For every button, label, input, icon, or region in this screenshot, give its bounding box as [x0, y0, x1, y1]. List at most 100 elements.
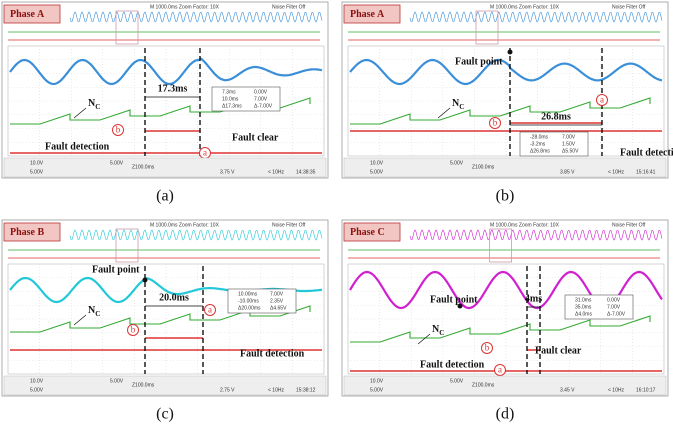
status-value: 3.45 V [560, 387, 575, 393]
status-value: 5.00V [370, 387, 384, 393]
marker-letter: a [203, 148, 207, 158]
fault-point-label: Fault point [455, 56, 503, 67]
caption: (b) [496, 188, 515, 205]
phase-label: Phase A [350, 9, 385, 20]
readout-value: Δ20.00ms [238, 305, 261, 311]
status-value: 16:10:17 [636, 387, 656, 393]
readout-value: -3.2ms [530, 141, 546, 147]
scope-panel: M 1000.0ms Zoom Factor: 10X Noise Filter … [342, 2, 673, 205]
top-info: M 1000.0ms Zoom Factor: 10X [150, 222, 220, 228]
marker-letter: b [485, 343, 490, 353]
readout-value: Δ4.65V [270, 305, 287, 311]
readout-value: 1.50V [562, 141, 576, 147]
fault-clear-label: Fault clear [232, 132, 279, 143]
phase-label: Phase A [10, 9, 45, 20]
nc-sub: C [95, 103, 100, 111]
readout-value: 2.35V [270, 298, 284, 304]
status-value: 15:16:41 [636, 169, 656, 175]
nc-sub: C [439, 329, 444, 337]
interval-label: 4ms [525, 293, 542, 304]
status-value: Z100.0ms [472, 164, 495, 170]
status-value: 3.75 V [220, 169, 235, 175]
status-value: Z100.0ms [472, 382, 495, 388]
top-info: Noise Filter Off [272, 222, 306, 228]
status-value: 5.00V [110, 160, 124, 166]
top-info: Noise Filter Off [612, 222, 646, 228]
status-value: 5.00V [30, 387, 44, 393]
scope-panel: M 1000.0ms Zoom Factor: 10X Noise Filter … [342, 220, 668, 423]
readout-value: Δ4.0ms [575, 311, 592, 317]
nc-sub: C [459, 103, 464, 111]
figure: M 1000.0ms Zoom Factor: 10X Noise Filter … [0, 0, 673, 428]
fault-detection-label: Fault detection [45, 141, 110, 152]
readout-value: Δ26.8ms [530, 148, 550, 154]
top-info: M 1000.0ms Zoom Factor: 10X [490, 222, 560, 228]
fault-clear-label: Fault clear [535, 345, 582, 356]
status-value: 14:38:35 [296, 169, 316, 175]
marker-letter: b [116, 125, 121, 135]
status-value: 2.75 V [220, 387, 235, 393]
status-value: < 10Hz [608, 169, 624, 175]
fault-point [508, 50, 513, 55]
status-value: Z100.0ms [132, 164, 155, 170]
readout-value: Δ17.3ms [222, 103, 242, 109]
top-info: Noise Filter Off [612, 4, 646, 10]
status-value: 3.85 V [560, 169, 575, 175]
status-value: 15:38:12 [296, 387, 316, 393]
interval-label: 20.0ms [159, 292, 189, 303]
top-info: Noise Filter Off [272, 4, 306, 10]
phase-label: Phase C [350, 227, 385, 238]
caption: (c) [156, 406, 174, 423]
marker-letter: a [498, 365, 502, 375]
status-value: 10.0V [370, 378, 384, 384]
fault-point [143, 278, 148, 283]
caption: (a) [156, 188, 174, 205]
status-value: 5.00V [450, 378, 464, 384]
fault-detection-label: Fault detection [620, 147, 673, 158]
marker-letter: b [131, 325, 136, 335]
fault-point [458, 304, 463, 309]
caption: (d) [496, 406, 515, 423]
phase-label: Phase B [10, 227, 45, 238]
interval-label: 17.3ms [158, 83, 188, 94]
status-value: 10.0V [30, 160, 44, 166]
status-value: < 10Hz [268, 387, 284, 393]
status-value: 5.00V [370, 169, 384, 175]
fault-detection-label: Fault detection [420, 359, 485, 370]
top-info: M 1000.0ms Zoom Factor: 10X [150, 4, 220, 10]
fault-detection-label: Fault detection [240, 348, 305, 359]
scope-panel: M 1000.0ms Zoom Factor: 10X Noise Filter … [2, 2, 328, 205]
fault-point-label: Fault point [92, 264, 140, 275]
readout-value: 7.3ms [222, 89, 236, 95]
status-value: 5.00V [30, 169, 44, 175]
readout-value: 35.0ms [575, 304, 592, 310]
readout-value: 0.00V [607, 297, 621, 303]
status-value: 5.00V [450, 160, 464, 166]
readout-value: 10.00ms [238, 291, 258, 297]
readout-value: 0.00V [254, 89, 268, 95]
marker-letter: b [493, 118, 498, 128]
nc-sub: C [95, 310, 100, 318]
readout-value: -28.0ms [530, 134, 549, 140]
readout-value: 7.00V [607, 304, 621, 310]
readout-value: Δ-7.00V [254, 103, 273, 109]
status-value: < 10Hz [268, 169, 284, 175]
readout-value: 7.00V [270, 291, 284, 297]
readout-value: Δ-7.00V [607, 311, 626, 317]
status-value: 5.00V [110, 378, 124, 384]
readout-value: -10.00ms [238, 298, 259, 304]
readout-value: 7.00V [562, 134, 576, 140]
marker-letter: a [208, 305, 212, 315]
readout-value: 10.0ms [222, 96, 239, 102]
readout-value: 7.00V [254, 96, 268, 102]
status-value: Z100.0ms [132, 382, 155, 388]
status-value: 10.0V [370, 160, 384, 166]
readout-value: Δ5.50V [562, 148, 579, 154]
interval-label: 26.8ms [541, 111, 571, 122]
scope-panel: M 1000.0ms Zoom Factor: 10X Noise Filter … [2, 220, 328, 423]
marker-letter: a [600, 95, 604, 105]
readout-value: 31.0ms [575, 297, 592, 303]
status-value: 10.0V [30, 378, 44, 384]
fault-point-label: Fault point [430, 294, 478, 305]
top-info: M 1000.0ms Zoom Factor: 10X [490, 4, 560, 10]
